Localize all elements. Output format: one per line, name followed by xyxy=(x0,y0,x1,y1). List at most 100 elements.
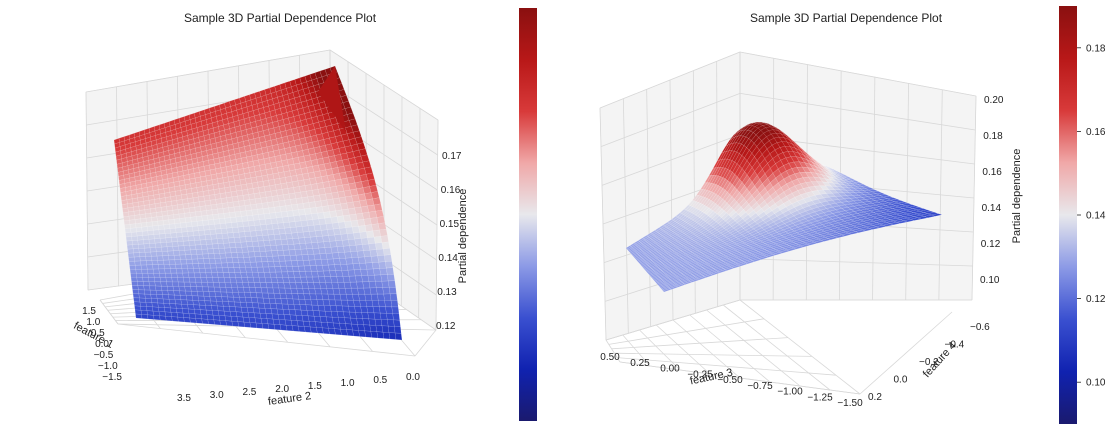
chart-left-surface-patch xyxy=(175,227,182,233)
chart-left-surface-patch xyxy=(134,214,141,220)
chart-left-surface-patch xyxy=(141,314,149,320)
chart-left-surface-patch xyxy=(231,321,239,327)
chart-left-surface-patch xyxy=(135,227,143,233)
chart-left-surface-patch xyxy=(188,207,196,213)
chart-left-surface-patch xyxy=(191,291,199,297)
chart-left-surface-patch xyxy=(215,262,223,269)
chart-left-surface-patch xyxy=(200,277,208,283)
chart-left-surface-patch xyxy=(159,233,166,239)
chart-left-surface-patch xyxy=(377,293,385,301)
chart-right-x-tick: 0.25 xyxy=(630,358,650,369)
chart-right-gridline xyxy=(739,299,861,395)
chart-left-surface-patch xyxy=(217,243,225,249)
chart-left-surface-patch xyxy=(353,300,361,307)
chart-left-surface-patch xyxy=(203,224,210,231)
chart-left-surface-patch xyxy=(241,277,249,283)
chart-left-surface-patch xyxy=(387,319,395,327)
chart-left-surface-patch xyxy=(152,264,159,270)
chart-left-surface-patch xyxy=(142,230,149,236)
chart-left-surface-patch xyxy=(172,209,180,215)
chart-left-surface-patch xyxy=(170,312,178,318)
chart-right-y-tick: −0.4 xyxy=(945,340,965,351)
chart-left-surface-patch xyxy=(232,262,240,268)
chart-left-surface-patch xyxy=(127,252,135,258)
chart-left-surface-patch xyxy=(183,207,191,214)
chart-left-surface-patch xyxy=(338,288,347,295)
chart-left-surface-patch xyxy=(207,282,215,288)
chart-left-surface-patch xyxy=(218,248,226,254)
chart-left-surface-patch xyxy=(361,312,369,320)
chart-left-surface-patch xyxy=(133,301,141,307)
chart-left-z-tick: 0.15 xyxy=(440,219,460,230)
chart-left-surface-patch xyxy=(369,287,378,295)
chart-left-surface-patch xyxy=(254,224,262,231)
chart-left-surface-patch xyxy=(149,247,157,253)
chart-left-surface-patch xyxy=(192,196,200,203)
chart-left-surface-patch xyxy=(185,254,193,260)
chart-left-surface-patch xyxy=(128,211,135,217)
chart-left-surface-patch xyxy=(364,294,373,301)
chart-left-surface-patch xyxy=(261,261,269,268)
chart-left-surface-patch xyxy=(181,304,189,310)
chart-left-surface-patch xyxy=(159,277,167,283)
chart-left-surface-patch xyxy=(178,286,186,292)
chart-left-surface-patch xyxy=(378,261,387,269)
chart-left-surface-patch xyxy=(188,277,196,283)
chart-left-surface-patch xyxy=(374,274,382,282)
chart-left-surface-patch xyxy=(205,272,213,278)
chart-left-surface-patch xyxy=(160,242,168,248)
chart-left-surface-patch xyxy=(271,282,279,289)
chart-left-surface-patch xyxy=(216,233,223,240)
chart-left-surface-patch xyxy=(226,227,234,234)
chart-left-surface-patch xyxy=(365,262,374,270)
chart-left-surface-patch xyxy=(186,259,193,265)
chart-left-surface-patch xyxy=(312,310,321,317)
chart-left-surface-patch xyxy=(158,268,166,274)
chart-left-surface-patch xyxy=(235,247,243,253)
chart-left-surface-patch xyxy=(225,222,233,229)
chart-left-y-tick: 2.0 xyxy=(275,384,289,395)
chart-right-z-tick: 0.12 xyxy=(981,239,1001,250)
chart-left-surface-patch xyxy=(193,268,201,274)
chart-left-surface-patch xyxy=(368,281,377,289)
chart-left-surface-patch xyxy=(212,314,220,321)
chart-left-surface-patch xyxy=(210,233,218,240)
chart-left-surface-patch xyxy=(138,243,145,249)
chart-left-surface-patch xyxy=(199,205,207,212)
chart-left-surface-patch xyxy=(157,298,164,304)
chart-left-surface-patch xyxy=(158,224,165,230)
chart-left-surface-patch xyxy=(237,257,245,263)
chart-left-surface-patch xyxy=(171,237,178,243)
chart-left-surface-patch xyxy=(373,236,383,244)
chart-left-surface-patch xyxy=(210,300,218,307)
chart-left-surface-patch xyxy=(363,324,371,332)
chart-left-surface-patch xyxy=(379,306,387,314)
chart-left-surface-patch xyxy=(212,248,220,254)
chart-left-surface-patch xyxy=(221,202,229,209)
chart-left-z-tick: 0.17 xyxy=(442,151,462,162)
chart-left-x-tick: −1.5 xyxy=(102,372,122,383)
chart-left-surface-patch xyxy=(357,324,365,332)
chart-left-surface-patch xyxy=(164,268,172,274)
chart-left-surface-patch xyxy=(172,286,180,292)
chart-left-surface-patch xyxy=(223,306,231,312)
chart-left-surface-patch xyxy=(159,315,167,321)
chart-left-surface-patch xyxy=(215,296,223,302)
chart-left-surface-patch xyxy=(152,268,160,274)
chart-left-surface-patch xyxy=(175,268,183,274)
chart-left-surface-patch xyxy=(141,226,148,232)
chart-left-surface-patch xyxy=(263,240,271,247)
chart-right-axis-line xyxy=(859,311,953,395)
chart-left-surface-patch xyxy=(221,232,229,239)
chart-left-surface-patch xyxy=(204,267,212,274)
chart-left-surface-patch xyxy=(134,309,142,315)
chart-right-gridline xyxy=(723,304,831,391)
chart-left-surface-patch xyxy=(141,273,149,278)
chart-left-surface-patch xyxy=(376,331,385,339)
chart-left-surface-patch xyxy=(192,225,199,232)
chart-left-surface-patch xyxy=(173,290,181,296)
chart-left-surface-patch xyxy=(189,281,197,287)
chart-left-surface-patch xyxy=(145,217,153,223)
chart-right-gridline xyxy=(739,51,977,97)
chart-left-surface-patch xyxy=(339,294,348,301)
